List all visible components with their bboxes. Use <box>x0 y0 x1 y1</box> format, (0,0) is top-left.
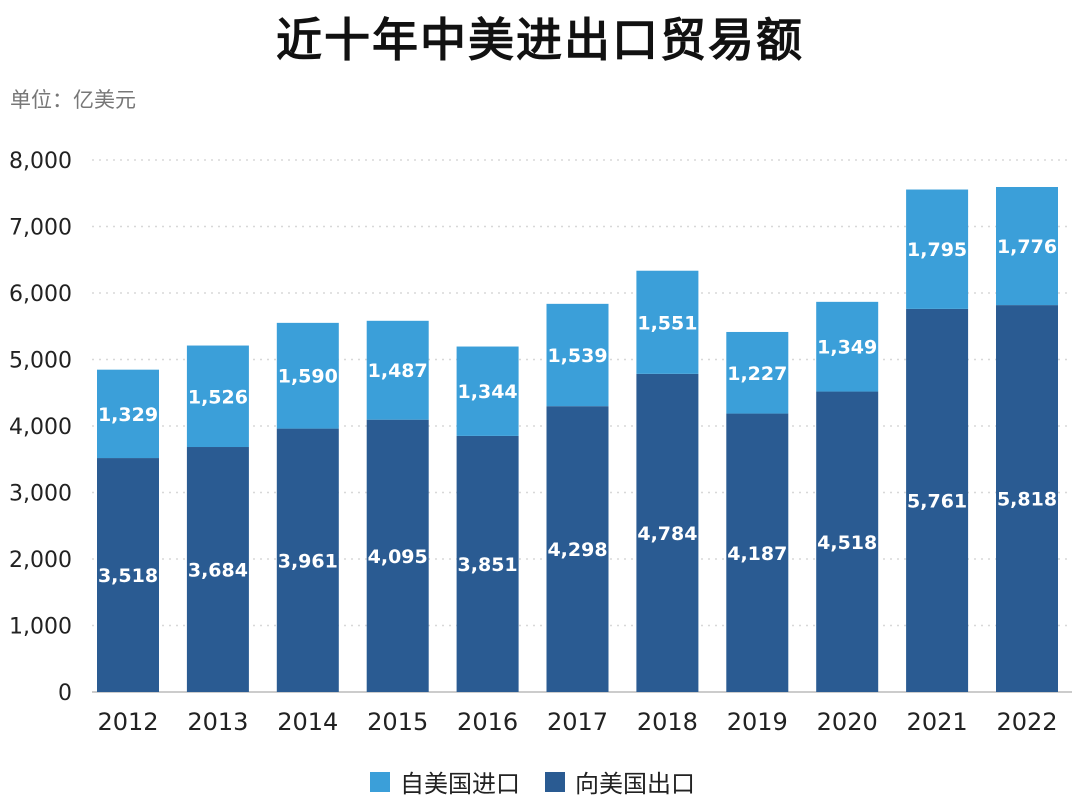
data-label: 1,487 <box>368 360 428 382</box>
bar-import <box>636 270 699 374</box>
data-label: 5,818 <box>997 489 1057 511</box>
bar-import <box>726 331 789 414</box>
y-tick-label: 4,000 <box>9 415 72 440</box>
data-label: 1,344 <box>458 381 518 403</box>
x-tick-label: 2020 <box>817 708 878 736</box>
y-tick-label: 7,000 <box>9 216 72 241</box>
data-label: 1,329 <box>98 404 158 426</box>
chart-title: 近十年中美进出口贸易额 <box>276 13 804 67</box>
bar-export <box>186 447 249 692</box>
bar-import <box>97 369 159 459</box>
x-tick-label: 2017 <box>547 708 608 736</box>
data-label: 4,518 <box>817 532 877 554</box>
data-label: 4,187 <box>727 543 787 565</box>
x-tick-label: 2013 <box>187 708 248 736</box>
x-tick-label: 2021 <box>907 708 968 736</box>
data-label: 3,684 <box>188 560 248 582</box>
x-tick-label: 2018 <box>637 708 698 736</box>
x-tick-label: 2016 <box>457 708 518 736</box>
data-label: 3,961 <box>278 550 338 572</box>
bar-import <box>366 320 429 420</box>
x-tick-label: 2015 <box>367 708 428 736</box>
legend-swatch-import <box>370 771 390 792</box>
data-label: 1,526 <box>188 386 248 408</box>
legend-label-import: 自美国进口 <box>400 770 520 798</box>
data-label: 4,095 <box>368 546 428 568</box>
bar-import <box>546 303 609 407</box>
y-tick-label: 6,000 <box>9 282 72 307</box>
bar-export <box>97 458 159 692</box>
x-tick-label: 2014 <box>277 708 338 736</box>
data-label: 1,349 <box>817 337 877 359</box>
data-label: 1,776 <box>997 236 1057 258</box>
legend-item-import: 自美国进口 <box>370 764 520 799</box>
data-label: 1,795 <box>907 239 967 261</box>
bar-import <box>906 189 969 309</box>
y-tick-label: 0 <box>58 681 72 706</box>
bar-export <box>546 406 609 692</box>
y-tick-label: 8,000 <box>9 149 72 174</box>
bar-import <box>816 301 879 392</box>
y-tick-label: 5,000 <box>9 349 72 374</box>
bar-export <box>456 435 519 692</box>
x-tick-label: 2019 <box>727 708 788 736</box>
bar-import <box>186 345 249 448</box>
bar-export <box>636 373 699 692</box>
data-label: 1,590 <box>278 366 338 388</box>
bar-import <box>276 322 339 429</box>
data-label: 5,761 <box>907 490 967 512</box>
bar-export <box>726 413 789 692</box>
data-label: 4,298 <box>547 539 607 561</box>
x-tick-label: 2012 <box>97 708 158 736</box>
legend-swatch-export <box>545 771 565 792</box>
bar-export <box>996 305 1058 692</box>
data-label: 1,551 <box>637 312 697 334</box>
data-label: 4,784 <box>637 523 697 545</box>
bar-export <box>906 308 969 692</box>
y-tick-label: 2,000 <box>9 548 72 573</box>
data-label: 1,539 <box>547 345 607 367</box>
bar-export <box>816 391 879 692</box>
y-tick-label: 1,000 <box>9 615 72 640</box>
bar-export <box>366 419 429 692</box>
bar-import <box>996 186 1058 306</box>
unit-label: 单位：亿美元 <box>10 88 136 112</box>
data-label: 1,227 <box>727 363 787 385</box>
legend-label-export: 向美国出口 <box>575 770 695 798</box>
bar-import <box>456 346 519 436</box>
x-tick-label: 2022 <box>996 708 1057 736</box>
data-label: 3,518 <box>98 565 158 587</box>
data-label: 3,851 <box>458 554 518 576</box>
legend-item-export: 向美国出口 <box>545 764 695 799</box>
y-tick-label: 3,000 <box>9 482 72 507</box>
bar-export <box>276 428 339 692</box>
